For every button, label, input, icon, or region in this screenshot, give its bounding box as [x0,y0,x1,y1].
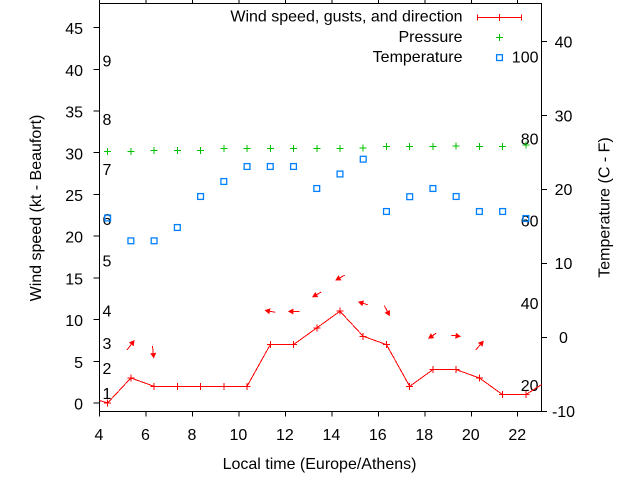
svg-text:20: 20 [462,427,480,444]
svg-text:12: 12 [276,427,294,444]
svg-text:6: 6 [141,427,150,444]
svg-text:18: 18 [415,427,433,444]
svg-text:30: 30 [555,108,573,125]
svg-text:20: 20 [65,230,83,247]
svg-text:Pressure: Pressure [398,29,462,46]
svg-text:8: 8 [187,427,196,444]
svg-text:10: 10 [65,313,83,330]
svg-text:40: 40 [521,296,539,313]
svg-text:Wind speed (kt - Beaufort): Wind speed (kt - Beaufort) [28,115,45,302]
svg-text:-10: -10 [552,404,575,421]
svg-text:5: 5 [103,253,112,270]
svg-text:0: 0 [559,330,568,347]
svg-text:40: 40 [555,34,573,51]
svg-text:9: 9 [103,53,112,70]
svg-text:Temperature (C - F): Temperature (C - F) [597,137,614,277]
svg-text:4: 4 [103,303,112,320]
svg-text:2: 2 [103,361,112,378]
svg-text:8: 8 [103,112,112,129]
svg-text:10: 10 [555,256,573,273]
svg-text:5: 5 [74,355,83,372]
svg-text:1: 1 [103,386,112,403]
svg-text:35: 35 [65,105,83,122]
svg-text:7: 7 [103,162,112,179]
svg-text:14: 14 [322,427,340,444]
svg-text:Temperature: Temperature [373,49,463,66]
svg-text:100: 100 [512,49,539,66]
svg-text:4: 4 [95,427,104,444]
svg-text:45: 45 [65,21,83,38]
svg-text:16: 16 [369,427,387,444]
svg-text:10: 10 [230,427,248,444]
svg-text:22: 22 [508,427,526,444]
svg-text:0: 0 [74,397,83,414]
svg-text:25: 25 [65,188,83,205]
svg-text:15: 15 [65,271,83,288]
svg-text:60: 60 [521,214,539,231]
svg-text:40: 40 [65,63,83,80]
svg-text:20: 20 [521,378,539,395]
svg-text:3: 3 [103,336,112,353]
svg-text:20: 20 [555,182,573,199]
svg-text:Wind speed, gusts, and directi: Wind speed, gusts, and direction [230,9,462,26]
svg-text:30: 30 [65,146,83,163]
svg-text:80: 80 [521,132,539,149]
svg-text:Local time (Europe/Athens): Local time (Europe/Athens) [223,456,417,473]
